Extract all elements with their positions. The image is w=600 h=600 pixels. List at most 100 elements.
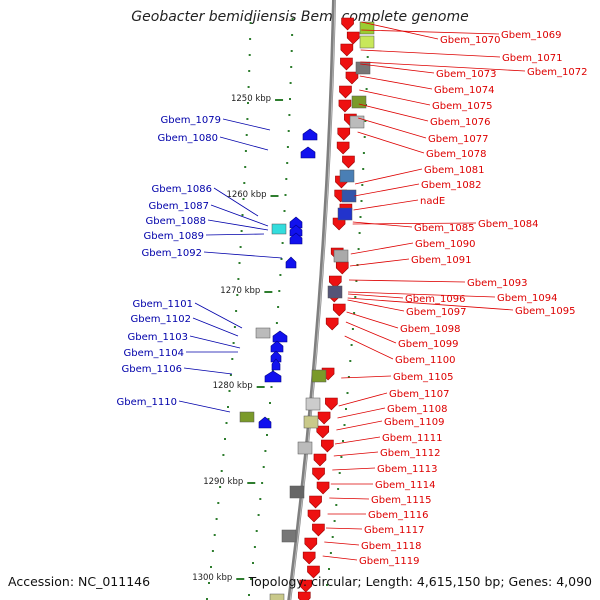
reverse-gene-box: [239, 411, 255, 423]
forward-gene-arrow: [307, 565, 320, 579]
reverse-gene-connector: [213, 187, 259, 217]
guide-dot: [250, 578, 252, 580]
guide-dot: [238, 262, 241, 264]
forward-gene-connector: [359, 89, 431, 106]
forward-gene-connector: [332, 467, 376, 471]
guide-dot: [215, 518, 218, 520]
guide-dot: [291, 34, 294, 36]
forward-gene-box: [303, 415, 319, 429]
guide-dot: [248, 594, 250, 596]
guide-dot: [255, 530, 258, 532]
forward-gene-label: nadE: [420, 196, 445, 207]
forward-gene-arrow: [302, 551, 316, 565]
forward-gene-arrow: [316, 481, 330, 495]
forward-gene-connector: [334, 436, 381, 445]
forward-gene-box: [351, 95, 367, 109]
forward-gene-label: Gbem_1077: [428, 134, 488, 145]
forward-gene-connector: [358, 117, 427, 139]
guide-dot: [244, 166, 247, 168]
forward-gene-label: Gbem_1108: [387, 404, 447, 415]
reverse-gene-label: Gbem_1103: [128, 332, 188, 343]
forward-gene-label: Gbem_1113: [377, 464, 437, 475]
forward-gene-connector: [345, 321, 397, 344]
reverse-gene-connector: [210, 204, 269, 227]
forward-gene-arrow: [328, 275, 342, 289]
forward-gene-connector: [333, 451, 379, 457]
accession-text: Accession: NC_011146: [8, 574, 151, 589]
forward-gene-connector: [329, 497, 370, 500]
forward-gene-label: Gbem_1114: [375, 480, 435, 491]
reverse-gene-connector: [219, 136, 269, 151]
forward-gene-connector: [354, 168, 423, 185]
guide-dot: [257, 514, 260, 516]
forward-gene-label: Gbem_1091: [411, 255, 471, 266]
forward-gene-arrow: [346, 31, 360, 45]
guide-dot: [347, 376, 350, 378]
guide-dot: [351, 328, 354, 330]
forward-gene-arrow: [341, 17, 354, 31]
forward-gene-box: [341, 189, 357, 203]
forward-gene-connector: [348, 291, 496, 298]
guide-dot: [361, 184, 364, 186]
forward-gene-arrow: [335, 261, 349, 275]
guide-dot: [224, 438, 226, 440]
guide-dot: [239, 246, 242, 248]
guide-dot: [225, 422, 228, 424]
guide-dot: [343, 424, 346, 426]
forward-gene-label: Gbem_1097: [406, 307, 466, 318]
reverse-gene-connector: [222, 118, 271, 131]
reverse-gene-connector: [192, 317, 239, 337]
reverse-gene-arrow: [272, 330, 288, 343]
forward-gene-arrow: [332, 303, 346, 317]
guide-dot: [245, 134, 248, 136]
reverse-gene-connector: [194, 302, 243, 329]
guide-dot: [217, 502, 220, 504]
forward-gene-connector: [348, 279, 466, 283]
guide-dot: [269, 402, 271, 404]
guide-dot: [290, 50, 293, 52]
forward-gene-connector: [354, 183, 420, 197]
guide-dot: [358, 232, 361, 234]
guide-dot: [261, 482, 264, 484]
guide-dot: [365, 88, 368, 90]
forward-gene-label: Gbem_1119: [359, 556, 419, 567]
guide-dot: [340, 456, 343, 458]
forward-gene-connector: [322, 555, 358, 561]
forward-gene-label: Gbem_1081: [424, 165, 484, 176]
forward-gene-arrow: [313, 453, 327, 467]
guide-dot: [247, 86, 250, 88]
guide-dot: [342, 440, 344, 442]
forward-gene-connector: [336, 420, 383, 431]
guide-dot: [242, 198, 245, 200]
reverse-gene-arrow: [289, 232, 303, 245]
forward-gene-label: Gbem_1075: [432, 101, 492, 112]
reverse-gene-arrow: [302, 128, 318, 141]
forward-gene-box: [311, 369, 327, 383]
guide-dot: [270, 386, 273, 388]
reverse-gene-connector: [189, 335, 241, 349]
guide-dot: [237, 278, 240, 280]
forward-gene-connector: [360, 63, 435, 74]
scale-tick-label: 1290 kbp: [203, 477, 243, 487]
forward-gene-connector: [360, 49, 501, 58]
guide-dot: [266, 434, 268, 436]
guide-dot: [219, 486, 222, 488]
guide-dot: [248, 54, 251, 56]
forward-gene-label: Gbem_1094: [497, 293, 557, 304]
forward-gene-label: Gbem_1109: [384, 417, 444, 428]
guide-dot: [229, 374, 232, 376]
guide-dot: [277, 306, 280, 308]
forward-gene-box: [355, 61, 371, 75]
guide-dot: [360, 200, 363, 202]
guide-dot: [287, 130, 290, 132]
forward-gene-arrow: [340, 57, 353, 71]
forward-gene-connector: [324, 541, 360, 546]
guide-dot: [337, 488, 340, 490]
reverse-gene-label: Gbem_1079: [161, 115, 221, 126]
guide-dot: [244, 150, 247, 152]
forward-gene-label: Gbem_1085: [414, 223, 474, 234]
guide-dot: [275, 322, 278, 324]
guide-dot: [338, 472, 341, 474]
reverse-gene-arrow: [258, 416, 272, 429]
